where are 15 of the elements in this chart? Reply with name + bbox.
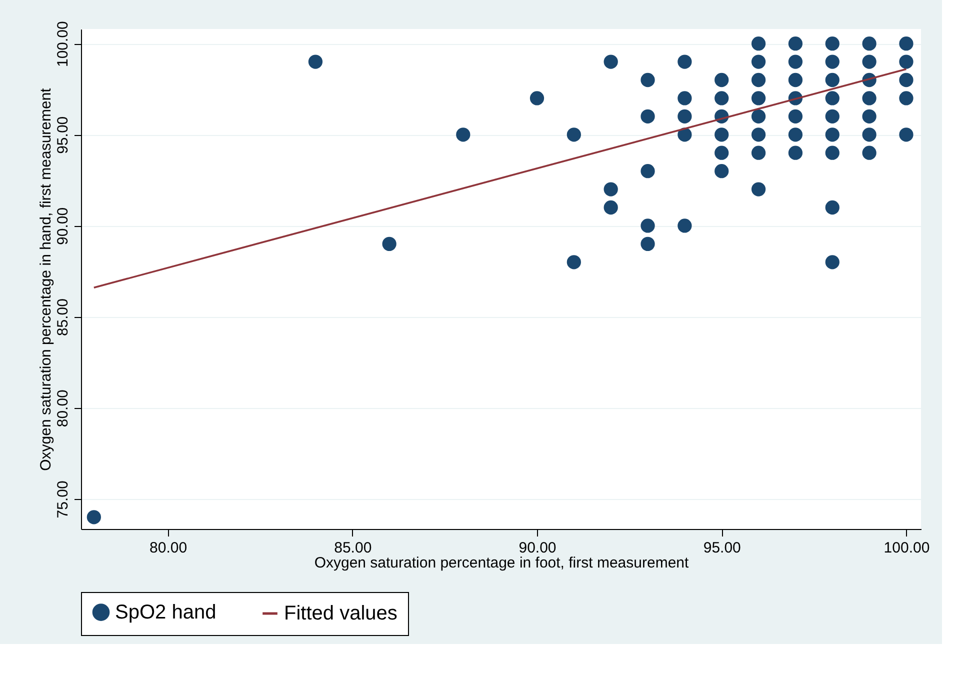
x-tick-label: 85.00	[334, 540, 372, 556]
x-tick-label: 80.00	[149, 540, 188, 556]
legend-label: SpO2 hand	[115, 601, 216, 624]
x-tick-label: 100.00	[884, 540, 930, 556]
y-tick-label: 80.00	[54, 390, 72, 428]
x-tick-label: 90.00	[518, 540, 556, 556]
y-tick-label: 100.00	[54, 21, 72, 68]
x-tick-label: 95.00	[703, 540, 741, 556]
x-axis-title: Oxygen saturation percentage in foot, first measurement	[314, 554, 690, 572]
y-tick-label: 85.00	[54, 298, 72, 336]
y-tick-label: 95.00	[54, 116, 72, 154]
legend-label: Fitted values	[284, 602, 398, 624]
y-tick-label: 75.00	[54, 480, 72, 518]
y-axis-title: Oxygen saturation percentage in hand, first measurement	[38, 87, 54, 471]
y-tick-label: 90.00	[54, 207, 72, 245]
